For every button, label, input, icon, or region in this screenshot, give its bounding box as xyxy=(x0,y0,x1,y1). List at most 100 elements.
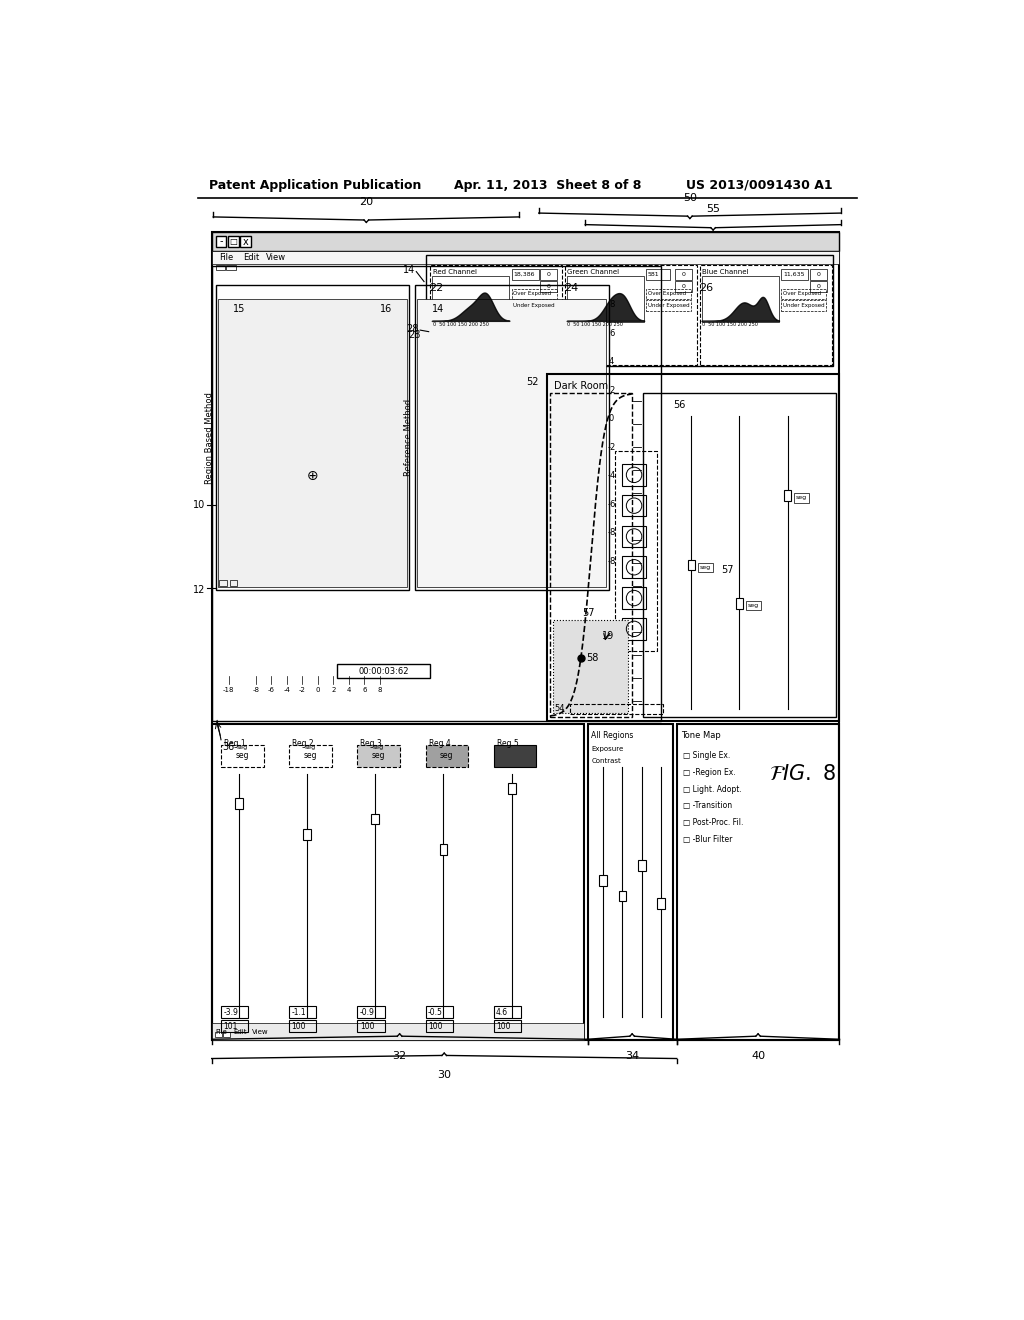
Bar xyxy=(218,298,407,587)
Text: □: □ xyxy=(229,238,238,246)
Text: -6: -6 xyxy=(607,500,615,508)
Text: 32: 32 xyxy=(392,1051,407,1061)
Text: All Regions: All Regions xyxy=(592,731,634,741)
Text: 10: 10 xyxy=(194,500,206,510)
Text: Contrast: Contrast xyxy=(592,758,622,763)
Text: -0.9: -0.9 xyxy=(359,1008,375,1016)
Bar xyxy=(550,393,632,717)
Text: 11,635: 11,635 xyxy=(783,272,805,277)
Bar xyxy=(614,451,657,651)
Bar xyxy=(646,269,670,280)
Bar xyxy=(646,300,691,312)
Text: 15: 15 xyxy=(232,304,245,314)
Bar xyxy=(219,579,227,586)
Bar xyxy=(565,265,697,364)
Text: -2: -2 xyxy=(607,442,615,451)
Text: 581: 581 xyxy=(648,272,659,277)
Text: 101: 101 xyxy=(223,1022,238,1031)
Bar xyxy=(234,799,243,809)
Text: -8: -8 xyxy=(252,686,259,693)
Bar xyxy=(289,744,332,767)
Text: 36: 36 xyxy=(222,742,234,752)
Bar xyxy=(426,1020,453,1032)
Text: □ Light. Adopt.: □ Light. Adopt. xyxy=(683,784,741,793)
Bar xyxy=(417,298,606,587)
Bar xyxy=(439,845,447,855)
Bar xyxy=(372,813,379,825)
Bar xyxy=(618,891,627,902)
Text: seg: seg xyxy=(304,744,315,750)
Text: -1.1: -1.1 xyxy=(292,1008,306,1016)
Bar xyxy=(700,265,831,364)
Text: ⊕: ⊕ xyxy=(306,470,318,483)
Text: 4: 4 xyxy=(347,686,351,693)
Text: seg: seg xyxy=(372,751,385,760)
Text: -4: -4 xyxy=(607,471,615,480)
Text: 0  50 100 150 200 250: 0 50 100 150 200 250 xyxy=(567,322,624,327)
Bar xyxy=(221,1006,248,1019)
Bar xyxy=(512,300,557,312)
Text: Patent Application Publication: Patent Application Publication xyxy=(209,178,422,191)
Text: 57: 57 xyxy=(722,565,734,576)
Bar xyxy=(289,1020,316,1032)
Text: 20: 20 xyxy=(359,197,374,206)
Bar xyxy=(566,276,644,322)
Text: Blue Channel: Blue Channel xyxy=(702,268,749,275)
Bar xyxy=(623,618,646,640)
Text: 0: 0 xyxy=(682,284,686,289)
Text: 2: 2 xyxy=(331,686,336,693)
Bar xyxy=(426,255,834,367)
Bar xyxy=(697,562,713,572)
Text: Reg 3: Reg 3 xyxy=(360,739,382,748)
Bar xyxy=(646,289,691,300)
Bar xyxy=(553,620,628,713)
Text: 0: 0 xyxy=(682,272,686,277)
Text: 34: 34 xyxy=(625,1051,639,1061)
Bar xyxy=(289,1006,316,1019)
Text: -6: -6 xyxy=(268,686,274,693)
Text: Edit: Edit xyxy=(233,1028,247,1035)
Bar xyxy=(508,783,515,793)
Bar xyxy=(623,587,646,609)
Text: □ Single Ex.: □ Single Ex. xyxy=(683,751,730,759)
Text: 100: 100 xyxy=(496,1022,511,1031)
Bar xyxy=(781,269,809,280)
Text: □ -Region Ex.: □ -Region Ex. xyxy=(683,768,735,776)
Bar xyxy=(216,236,226,247)
Text: Over Exposed: Over Exposed xyxy=(648,292,686,297)
Text: -0.5: -0.5 xyxy=(428,1008,442,1016)
Bar xyxy=(223,1032,230,1038)
Bar xyxy=(303,829,311,840)
Text: 56: 56 xyxy=(674,400,686,409)
Text: 16: 16 xyxy=(380,304,392,314)
Bar xyxy=(229,579,238,586)
Text: seg: seg xyxy=(439,751,454,760)
Text: Apr. 11, 2013  Sheet 8 of 8: Apr. 11, 2013 Sheet 8 of 8 xyxy=(454,178,641,191)
Bar xyxy=(547,374,840,721)
Bar xyxy=(781,289,826,300)
Text: View: View xyxy=(252,1028,268,1035)
Bar xyxy=(794,494,809,503)
Text: 0: 0 xyxy=(816,284,820,289)
Bar xyxy=(735,598,743,609)
Bar xyxy=(675,269,692,280)
Text: Tone Map: Tone Map xyxy=(681,731,720,741)
Text: 30: 30 xyxy=(437,1071,452,1081)
Text: File: File xyxy=(219,253,233,263)
Text: □ -Blur Filter: □ -Blur Filter xyxy=(683,836,732,845)
Text: seg: seg xyxy=(699,565,711,570)
Text: seg: seg xyxy=(373,744,384,750)
Text: 2: 2 xyxy=(609,385,614,395)
Bar xyxy=(701,276,779,322)
Text: Reg 4: Reg 4 xyxy=(429,739,451,748)
Text: Over Exposed: Over Exposed xyxy=(783,292,821,297)
Text: 14: 14 xyxy=(402,265,415,275)
Bar xyxy=(810,269,827,280)
Text: 14: 14 xyxy=(432,304,444,314)
Bar xyxy=(541,281,557,292)
Text: 12: 12 xyxy=(194,585,206,594)
Text: 0  50 100 150 200 250: 0 50 100 150 200 250 xyxy=(432,322,488,327)
Text: File: File xyxy=(216,1028,227,1035)
Text: □ Post-Proc. Fil.: □ Post-Proc. Fil. xyxy=(683,818,743,828)
Text: seg: seg xyxy=(748,603,759,609)
